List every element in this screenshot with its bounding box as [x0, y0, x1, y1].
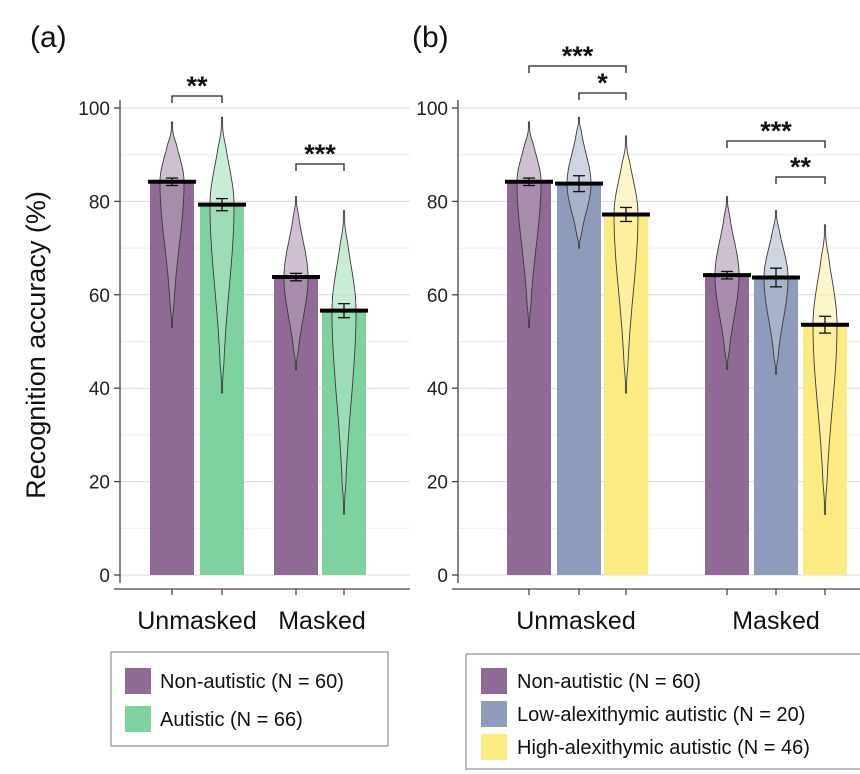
significance-stars: *: [597, 68, 608, 98]
legend-swatch: [481, 668, 507, 694]
y-tick-label: 100: [416, 99, 448, 120]
significance-stars: **: [790, 152, 812, 182]
violin: [516, 121, 542, 328]
significance-stars: **: [186, 71, 208, 101]
panel-b-letter: (b): [412, 21, 449, 54]
panel-a-legend: Non-autistic (N = 60) Autistic (N = 66): [110, 651, 389, 747]
violin: [714, 196, 740, 370]
legend-label: High-alexithymic autistic (N = 46): [517, 737, 810, 759]
significance-bracket: [528, 65, 627, 73]
y-tick-label: 0: [99, 566, 110, 587]
legend-label: Autistic (N = 66): [160, 709, 303, 731]
significance-bracket: [578, 92, 627, 100]
y-tick-label: 60: [427, 286, 448, 307]
legend-swatch: [125, 668, 151, 694]
x-category-label: Masked: [278, 607, 366, 635]
legend-swatch: [125, 706, 151, 732]
violin: [613, 135, 639, 394]
panel-a-letter: (a): [30, 21, 67, 54]
y-tick-label: 40: [427, 379, 448, 400]
legend-swatch: [481, 734, 507, 760]
violin: [763, 210, 789, 375]
x-category-label: Unmasked: [137, 607, 257, 635]
significance-bracket: [295, 163, 345, 171]
legend-label: Non-autistic (N = 60): [160, 671, 344, 693]
significance-stars: ***: [304, 139, 336, 169]
violin: [283, 196, 309, 370]
significance-bracket: [726, 140, 826, 148]
y-tick-label: 40: [89, 379, 110, 400]
y-tick-label: 80: [427, 192, 448, 213]
y-tick-label: 100: [78, 99, 110, 120]
significance-bracket: [775, 176, 826, 184]
y-tick-label: 80: [89, 192, 110, 213]
y-tick-label: 20: [427, 473, 448, 494]
significance-stars: ***: [562, 41, 594, 71]
y-tick-label: 20: [89, 473, 110, 494]
bar: [557, 183, 601, 576]
legend-box: [465, 653, 860, 770]
violin: [331, 210, 357, 515]
y-tick-label: 60: [89, 286, 110, 307]
legend-label: Low-alexithymic autistic (N = 20): [517, 704, 805, 726]
y-tick-label: 0: [437, 566, 448, 587]
significance-stars: ***: [760, 116, 792, 146]
y-axis-label: Recognition accuracy (%): [21, 191, 51, 499]
x-category-label: Unmasked: [516, 607, 636, 635]
panel-b-legend: Non-autistic (N = 60) Low-alexithymic aut…: [465, 653, 860, 770]
significance-bracket: [171, 95, 223, 103]
legend-box: [110, 651, 389, 747]
legend-swatch: [481, 701, 507, 727]
legend-label: Non-autistic (N = 60): [517, 671, 701, 693]
x-category-label: Masked: [732, 607, 820, 635]
violin: [159, 121, 185, 328]
